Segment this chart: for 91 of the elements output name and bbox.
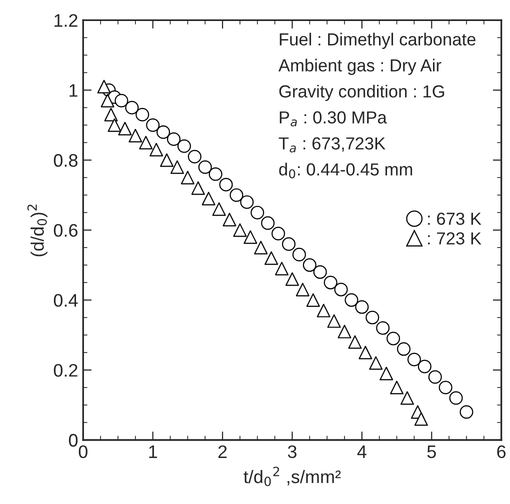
point [296,282,310,296]
point [302,258,316,272]
y-tick-label: 1.2 [54,14,78,27]
point [449,391,463,405]
annotation: T$_{a}$ : 673,723K [278,137,386,152]
point [344,293,358,307]
annotation: d$_{0}$: 0.44-0.45 mm [279,162,412,178]
x-tick-label: 3 [288,445,296,458]
y-tick-label: 0.8 [54,154,78,167]
point [460,405,474,419]
point [275,262,289,276]
point [338,324,352,338]
x-tick-label: 4 [357,446,366,458]
point [400,391,414,405]
point [334,282,348,296]
point [355,300,369,314]
x-tick-label: 5 [427,446,436,458]
point [104,108,118,122]
point [212,202,226,216]
point [390,380,404,394]
x-axis-title: t/d$_{0}$$^{2}$ ,s/mm² [244,466,341,486]
point [125,100,139,114]
point [222,212,236,226]
x-tick-label: 6 [497,445,506,458]
point [180,170,194,184]
point [380,366,394,380]
point [254,240,268,254]
point [136,108,150,122]
point [386,332,400,346]
point [219,178,233,192]
point [418,360,432,374]
point [208,167,222,181]
point [128,128,142,142]
point [108,118,122,132]
point [348,335,362,349]
point [358,346,372,360]
y-tick-label: 0.4 [54,294,78,307]
point [233,223,247,237]
point [428,370,442,384]
point [414,412,428,426]
point [166,132,181,146]
point [97,80,111,94]
x-tick-label: 1 [149,446,157,458]
point [100,94,114,108]
point [264,251,278,265]
point [376,321,390,335]
point [292,248,306,262]
point [230,188,244,202]
point [261,216,275,230]
y-tick-label: 0 [68,434,78,447]
point [188,150,202,164]
point [160,153,174,167]
x-tick-label: 0 [78,445,88,458]
point [146,118,160,132]
point [366,310,380,324]
y-tick-label: 1 [70,84,78,97]
point [396,342,411,356]
point [114,94,128,108]
point [177,139,191,153]
point [139,136,153,150]
point [407,352,421,366]
annotation: Fuel : Dimethyl carbonate [280,32,476,49]
y-tick-label: 0.2 [54,364,78,377]
point [170,160,184,174]
x-tick-label: 2 [218,445,227,458]
point [250,206,264,220]
point [313,265,327,279]
point [272,226,286,240]
point [369,356,383,370]
annotation: Ambient gas : Dry Air [278,58,442,75]
point [156,125,170,139]
point [198,160,212,174]
point [150,142,164,156]
point [316,304,330,318]
point [324,276,338,290]
point [202,192,216,206]
point [306,293,320,307]
point [285,272,299,286]
point [191,181,205,195]
legend-label: : 723 K [428,232,482,245]
point [240,195,254,209]
point [244,230,258,244]
y-tick-label: 0.6 [54,224,78,237]
legend-label: : 673 K [428,212,482,225]
annotation: Gravity condition : 1G [279,84,444,101]
point [118,122,132,136]
point [438,380,452,394]
point [327,314,341,328]
annotation: P$_{a}$ : 0.30 MPa [280,111,387,126]
y-axis-title: (d/d$_{0}$)$^{2}$ [27,204,48,256]
point [282,237,296,251]
